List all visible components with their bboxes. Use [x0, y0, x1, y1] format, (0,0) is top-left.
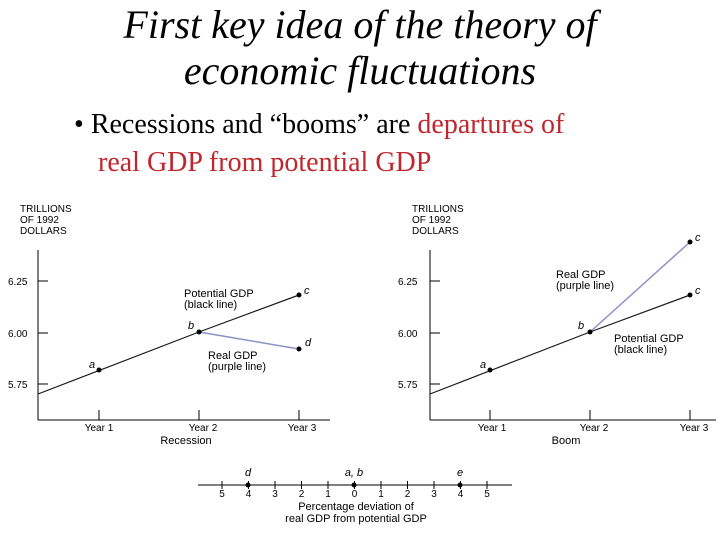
left-potential-label-1: Potential GDP [184, 288, 254, 300]
left-ylabel-1: TRILLIONS [20, 204, 72, 215]
bullet-point: • Recessions and “booms” are departures … [74, 106, 694, 182]
left-xtick-label: Year 3 [288, 423, 317, 434]
number-line-tick-label: 3 [431, 489, 437, 500]
left-xtick-label: Year 1 [85, 423, 114, 434]
right-potential-label-2: (black line) [614, 344, 667, 356]
number-line-point-ab-label: a, b [345, 467, 363, 479]
left-point-c-label: c [304, 285, 310, 297]
left-point-b-label: b [188, 320, 194, 332]
left-point-a-label: a [89, 359, 95, 371]
number-line-ticks: 5 4 3 2 1 0 1 2 3 4 5 [219, 481, 490, 500]
right-ytick-label: 6.25 [398, 277, 418, 288]
right-point-b [587, 329, 593, 335]
number-line-point-e-label: e [457, 467, 463, 479]
number-line-tick-label: 2 [405, 489, 411, 500]
number-line-point-d-label: d [245, 467, 252, 479]
left-point-a [96, 367, 102, 373]
number-line-tick-label: 4 [458, 489, 464, 500]
number-line-tick-label: 1 [325, 489, 331, 500]
number-line-point-e [457, 482, 463, 488]
right-real-gdp-line [589, 241, 691, 333]
number-line-tick-label: 2 [299, 489, 305, 500]
right-point-a-label: a [480, 359, 486, 371]
left-ytick-label: 5.75 [8, 380, 28, 391]
right-xtick-label: Year 3 [680, 423, 709, 434]
number-line-tick-label: 3 [272, 489, 278, 500]
left-real-label-1: Real GDP [208, 350, 258, 362]
left-ylabel-3: DOLLARS [20, 226, 67, 237]
deviation-number-line: 5 4 3 2 1 0 1 2 3 4 5 d a, b e Percentage deviatio… [198, 467, 512, 525]
number-line-label-1: Percentage deviation of [298, 501, 415, 513]
number-line-tick-label: 5 [484, 489, 490, 500]
right-xtick-label: Year 1 [478, 423, 507, 434]
left-ytick-label: 6.25 [8, 277, 28, 288]
bullet-marker: • [74, 109, 84, 140]
right-potential-label-1: Potential GDP [614, 333, 684, 345]
left-xtick-label: Year 2 [189, 423, 218, 434]
right-real-label-1: Real GDP [556, 269, 606, 281]
left-ylabel-2: OF 1992 [20, 215, 59, 226]
right-point-c-potential-label: c [695, 285, 701, 297]
left-point-d-label: d [305, 337, 312, 349]
right-real-label-2: (purple line) [556, 280, 614, 292]
number-line-tick-label: 5 [219, 489, 225, 500]
number-line-tick-label: 1 [378, 489, 384, 500]
bullet-highlight-1: departures of [417, 109, 565, 140]
left-real-label-2: (purple line) [208, 361, 266, 373]
right-point-c-real-label: c [695, 232, 701, 244]
number-line-tick-label: 0 [352, 489, 358, 500]
left-ytick-label: 6.00 [8, 329, 28, 340]
bullet-text: Recessions and “booms” are [90, 109, 418, 140]
bullet-highlight-2: real GDP from potential GDP [98, 147, 432, 178]
right-ytick-label: 5.75 [398, 380, 418, 391]
title-line-2: economic fluctuations [183, 48, 537, 93]
slide-title: First key idea of the theory of economic… [0, 2, 720, 94]
right-ylabel-3: DOLLARS [412, 226, 459, 237]
right-point-a [487, 367, 493, 373]
left-point-b [196, 329, 202, 335]
left-xlabel: Recession [160, 435, 211, 447]
left-chart: TRILLIONS OF 1992 DOLLARS 6.25 6.00 5.75… [8, 204, 330, 447]
right-chart: TRILLIONS OF 1992 DOLLARS 6.25 6.00 5.75… [398, 204, 716, 447]
title-line-1: First key idea of the theory of [123, 2, 597, 47]
right-ylabel-2: OF 1992 [412, 215, 451, 226]
left-real-gdp-line [198, 331, 300, 350]
right-point-c-potential [687, 292, 693, 298]
number-line-label-2: real GDP from potential GDP [285, 513, 427, 525]
number-line-point-d [245, 482, 251, 488]
left-potential-gdp-line [37, 294, 300, 395]
right-point-b-label: b [578, 320, 584, 332]
left-point-d [296, 346, 302, 352]
number-line-tick-label: 4 [246, 489, 252, 500]
right-ytick-label: 6.00 [398, 329, 418, 340]
right-ylabel-1: TRILLIONS [412, 204, 464, 215]
left-point-c [296, 292, 302, 298]
left-potential-label-2: (black line) [184, 299, 237, 311]
right-point-c-real [687, 239, 693, 245]
number-line-point-ab [351, 482, 357, 488]
right-xtick-label: Year 2 [580, 423, 609, 434]
right-xlabel: Boom [552, 435, 581, 447]
